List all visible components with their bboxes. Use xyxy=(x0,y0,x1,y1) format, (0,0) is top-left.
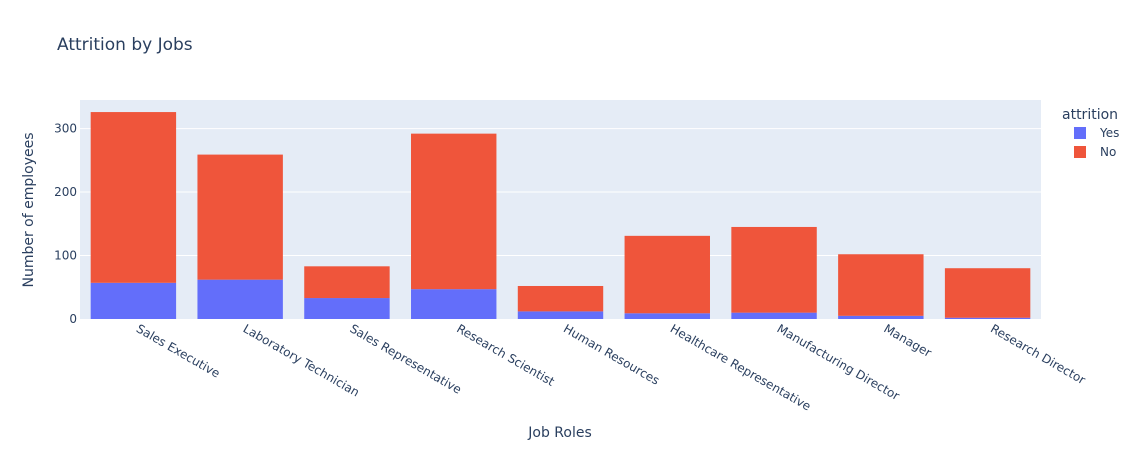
bar-yes-7[interactable] xyxy=(838,315,924,319)
legend-title: attrition xyxy=(1062,107,1118,123)
x-tick-label: Research Scientist xyxy=(454,321,557,388)
legend-items: Yes No xyxy=(1074,126,1119,159)
chart-title: Attrition by Jobs xyxy=(57,35,193,55)
bar-yes-4[interactable] xyxy=(517,311,604,319)
bar-no-6[interactable] xyxy=(731,226,817,313)
bar-no-8[interactable] xyxy=(944,268,1031,318)
bar-no-0[interactable] xyxy=(90,112,177,283)
bar-yes-5[interactable] xyxy=(624,313,710,319)
bar-yes-2[interactable] xyxy=(304,298,390,319)
legend: attrition Yes No xyxy=(1062,107,1119,159)
y-tick-label: 300 xyxy=(54,122,77,136)
bar-no-7[interactable] xyxy=(838,254,924,316)
bar-yes-3[interactable] xyxy=(411,289,497,319)
bar-no-3[interactable] xyxy=(411,133,497,290)
x-axis-title: Job Roles xyxy=(527,425,592,441)
bar-yes-6[interactable] xyxy=(731,312,817,319)
y-axis-title: Number of employees xyxy=(21,132,37,287)
legend-swatch-yes[interactable] xyxy=(1074,127,1086,139)
x-tick-label: Human Resources xyxy=(561,321,662,387)
x-tick-label: Laboratory Technician xyxy=(241,321,362,399)
x-tick-label: Sales Representative xyxy=(347,321,463,396)
x-tick-label: Sales Executive xyxy=(134,321,223,380)
bars xyxy=(90,112,1031,319)
bar-yes-1[interactable] xyxy=(197,279,283,319)
y-tick-labels: 0 100 200 300 xyxy=(54,122,77,326)
y-tick-label: 0 xyxy=(69,312,77,326)
x-tick-labels: Sales Executive Laboratory TechnicianSale… xyxy=(134,321,1088,413)
bar-no-1[interactable] xyxy=(197,154,283,280)
legend-label-yes[interactable]: Yes xyxy=(1099,126,1119,140)
legend-label-no[interactable]: No xyxy=(1100,145,1116,159)
bar-yes-0[interactable] xyxy=(90,282,177,319)
bar-no-5[interactable] xyxy=(624,235,710,314)
bar-no-4[interactable] xyxy=(517,285,604,312)
y-tick-label: 100 xyxy=(54,249,77,263)
x-tick-label: Research Director xyxy=(988,321,1088,387)
x-tick-label: Manager xyxy=(881,321,934,359)
bar-no-2[interactable] xyxy=(304,266,390,299)
bar-yes-8[interactable] xyxy=(944,317,1031,319)
y-tick-label: 200 xyxy=(54,185,77,199)
legend-swatch-no[interactable] xyxy=(1074,146,1086,158)
